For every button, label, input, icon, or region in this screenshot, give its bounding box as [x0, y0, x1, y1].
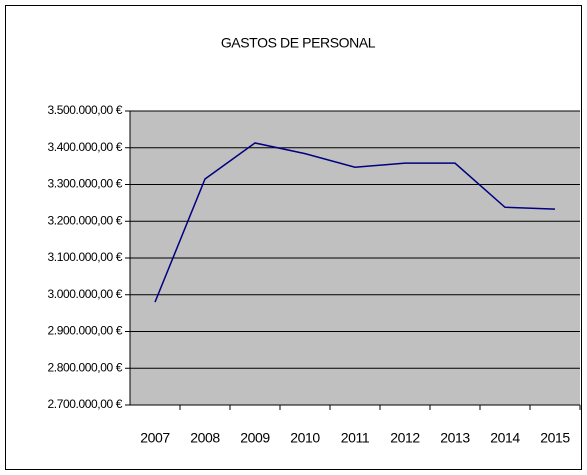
y-tick-label: 3.300.000,00 € [48, 177, 123, 191]
y-tick-label: 3.100.000,00 € [48, 250, 123, 264]
y-tick-label: 3.000.000,00 € [48, 287, 123, 301]
x-tick-label: 2012 [390, 430, 420, 446]
x-tick-label: 2007 [140, 430, 170, 446]
y-tick-label: 2.900.000,00 € [48, 324, 123, 338]
y-tick-label: 3.400.000,00 € [48, 140, 123, 154]
x-tick-label: 2015 [540, 430, 570, 446]
x-tick-label: 2009 [240, 430, 270, 446]
y-tick-label: 3.500.000,00 € [48, 103, 123, 117]
chart-title: GASTOS DE PERSONAL [221, 35, 376, 51]
x-tick-label: 2013 [440, 430, 470, 446]
y-tick-label: 2.800.000,00 € [48, 360, 123, 374]
x-tick-label: 2010 [290, 430, 320, 446]
series-line [154, 142, 556, 303]
x-tick-label: 2014 [490, 430, 520, 446]
x-tick-label: 2011 [341, 430, 370, 446]
y-tick-label: 2.700.000,00 € [48, 397, 123, 411]
y-tick-label: 3.200.000,00 € [48, 213, 123, 227]
x-tick-label: 2008 [190, 430, 220, 446]
